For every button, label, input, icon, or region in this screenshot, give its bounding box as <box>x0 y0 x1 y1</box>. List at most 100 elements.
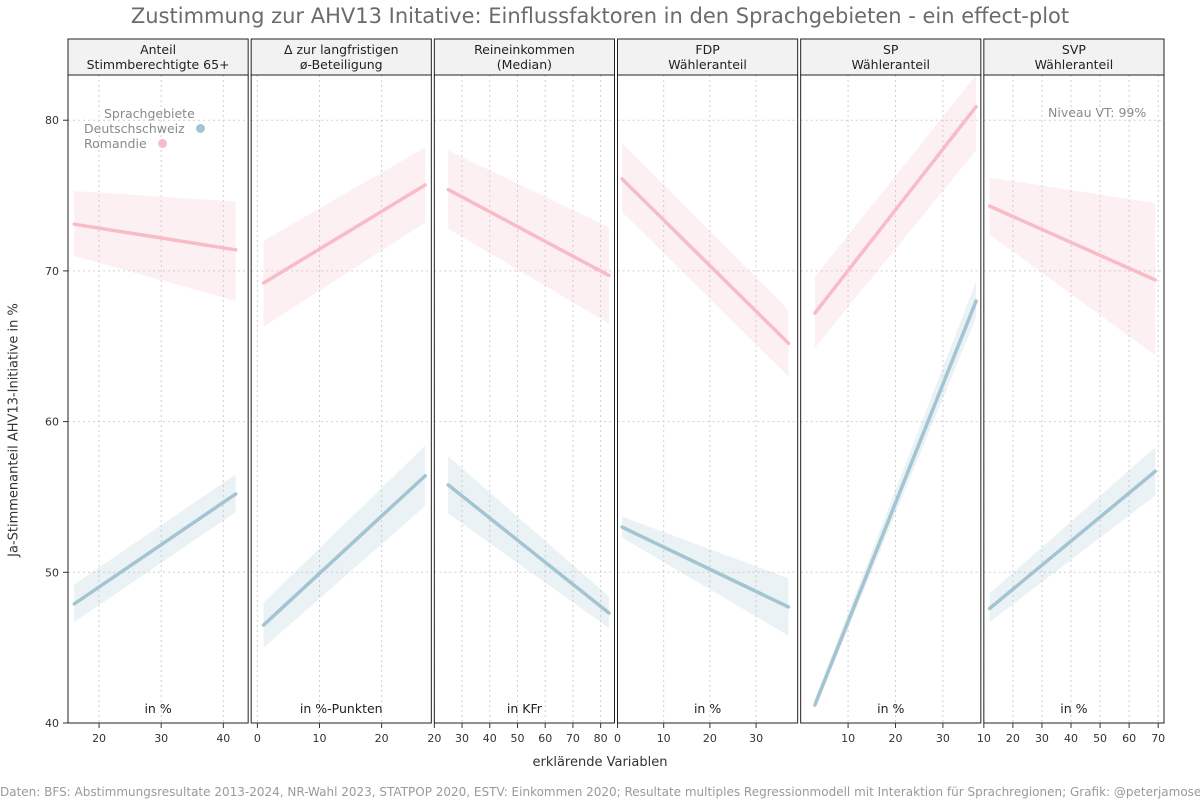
x-tick-label: 30 <box>1035 732 1049 745</box>
panel-strip-label: Stimmberechtigte 65+ <box>87 57 230 72</box>
effect-line-romandie <box>261 183 427 285</box>
x-tick-label: 10 <box>313 732 327 745</box>
effect-line-deutschschweiz <box>261 474 427 627</box>
x-tick-label: 10 <box>977 732 991 745</box>
effect-line-deutschschweiz <box>72 492 238 606</box>
y-tick-label: 70 <box>45 265 59 278</box>
panel-unit-label: in % <box>694 701 721 716</box>
panel-unit-label: in %-Punkten <box>300 701 383 716</box>
x-tick-label: 80 <box>594 732 608 745</box>
panel-frame <box>433 74 616 724</box>
panel-frame <box>67 74 249 724</box>
panel-strip-label: Anteil <box>140 42 176 57</box>
legend-label: Deutschschweiz <box>84 121 185 136</box>
effect-line-romandie <box>987 204 1158 282</box>
panel-strip-label: Reineinkommen <box>474 42 575 57</box>
confidence-band-romandie <box>989 177 1156 356</box>
x-tick-label: 40 <box>216 732 230 745</box>
panel-strip-label: Δ zur langfristigen <box>284 42 399 57</box>
panel-strip-label: ø-Beteiligung <box>300 57 383 72</box>
panel-frame <box>250 74 432 724</box>
x-tick-label: 10 <box>657 732 671 745</box>
panel-frame <box>800 74 982 724</box>
panel-strip-label: Wähleranteil <box>1035 57 1114 72</box>
panel-unit-label: in KFr <box>507 701 543 716</box>
panel-strip <box>250 38 432 76</box>
effect-line-romandie <box>620 177 791 345</box>
x-tick-label: 70 <box>1151 732 1165 745</box>
panel-unit-label: in % <box>144 701 171 716</box>
panel-strip <box>617 38 799 76</box>
y-tick-label: 60 <box>45 416 59 429</box>
y-tick-label: 40 <box>45 717 59 730</box>
panel-strip <box>433 38 616 76</box>
x-tick-label: 0 <box>614 732 621 745</box>
x-tick-label: 20 <box>888 732 902 745</box>
x-tick-label: 20 <box>1006 732 1020 745</box>
effect-line-romandie <box>72 222 238 252</box>
confidence-band-deutschschweiz <box>448 456 609 629</box>
x-axis-label: erklärende Variablen <box>532 755 668 770</box>
legend-item-romandie: Romandie <box>84 136 205 151</box>
x-tick-label: 70 <box>566 732 580 745</box>
panel-frame <box>983 74 1165 724</box>
confidence-band-deutschschweiz <box>622 516 789 636</box>
effect-line-romandie <box>446 187 611 278</box>
confidence-level-note: Niveau VT: 99% <box>1048 105 1147 120</box>
panel-frame <box>617 74 799 724</box>
effect-line-deutschschweiz <box>446 483 611 615</box>
legend: Sprachgebiete Deutschschweiz Romandie <box>84 106 205 151</box>
panel-3: Reineinkommen(Median) 20 30 40 50 60 70 80 in KF… <box>427 38 616 745</box>
panel-strip-label: SVP <box>1062 42 1086 57</box>
panel-strip <box>67 38 249 76</box>
x-tick-label: 20 <box>375 732 389 745</box>
source-footer: Daten: BFS: Abstimmungsresultate 2013-20… <box>0 785 1200 799</box>
x-tick-label: 30 <box>154 732 168 745</box>
confidence-band-romandie <box>448 150 609 324</box>
x-tick-label: 50 <box>1093 732 1107 745</box>
panel-strip-label: SP <box>883 42 899 57</box>
effect-line-romandie <box>813 104 978 315</box>
x-tick-label: 0 <box>254 732 261 745</box>
y-tick-label: 50 <box>45 566 59 579</box>
legend-item-deutschschweiz: Deutschschweiz <box>84 121 205 136</box>
x-tick-label: 60 <box>538 732 552 745</box>
effect-line-deutschschweiz <box>813 299 978 707</box>
chart-title: Zustimmung zur AHV13 Initative: Einfluss… <box>130 4 1070 28</box>
legend-swatch-romandie <box>157 139 167 148</box>
x-tick-label: 40 <box>1064 732 1078 745</box>
x-tick-label: 40 <box>483 732 497 745</box>
x-tick-label: 50 <box>510 732 524 745</box>
panel-strip <box>800 38 982 76</box>
x-tick-label: 30 <box>455 732 469 745</box>
panel-strip-label: Wähleranteil <box>668 57 747 72</box>
legend-title: Sprachgebiete <box>104 106 195 121</box>
x-tick-label: 20 <box>703 732 717 745</box>
y-tick-label: 80 <box>45 114 59 127</box>
confidence-band-deutschschweiz <box>263 445 426 648</box>
x-tick-label: 30 <box>936 732 950 745</box>
panel-strip-label: (Median) <box>497 57 552 72</box>
panel-unit-label: in % <box>877 701 904 716</box>
x-tick-label: 60 <box>1122 732 1136 745</box>
confidence-band-deutschschweiz <box>989 447 1156 623</box>
confidence-band-romandie <box>74 191 236 302</box>
legend-label: Romandie <box>84 136 147 151</box>
x-tick-label: 10 <box>841 732 855 745</box>
x-tick-label: 20 <box>92 732 106 745</box>
x-tick-label: 20 <box>427 732 441 745</box>
panel-strip-label: FDP <box>695 42 720 57</box>
panel-unit-label: in % <box>1060 701 1087 716</box>
effect-line-deutschschweiz <box>987 469 1158 611</box>
effect-line-deutschschweiz <box>620 525 791 609</box>
panel-strip-label: Wähleranteil <box>851 57 930 72</box>
confidence-band-romandie <box>263 147 426 327</box>
legend-swatch-deutschschweiz <box>195 124 205 133</box>
panel-strip <box>983 38 1165 76</box>
